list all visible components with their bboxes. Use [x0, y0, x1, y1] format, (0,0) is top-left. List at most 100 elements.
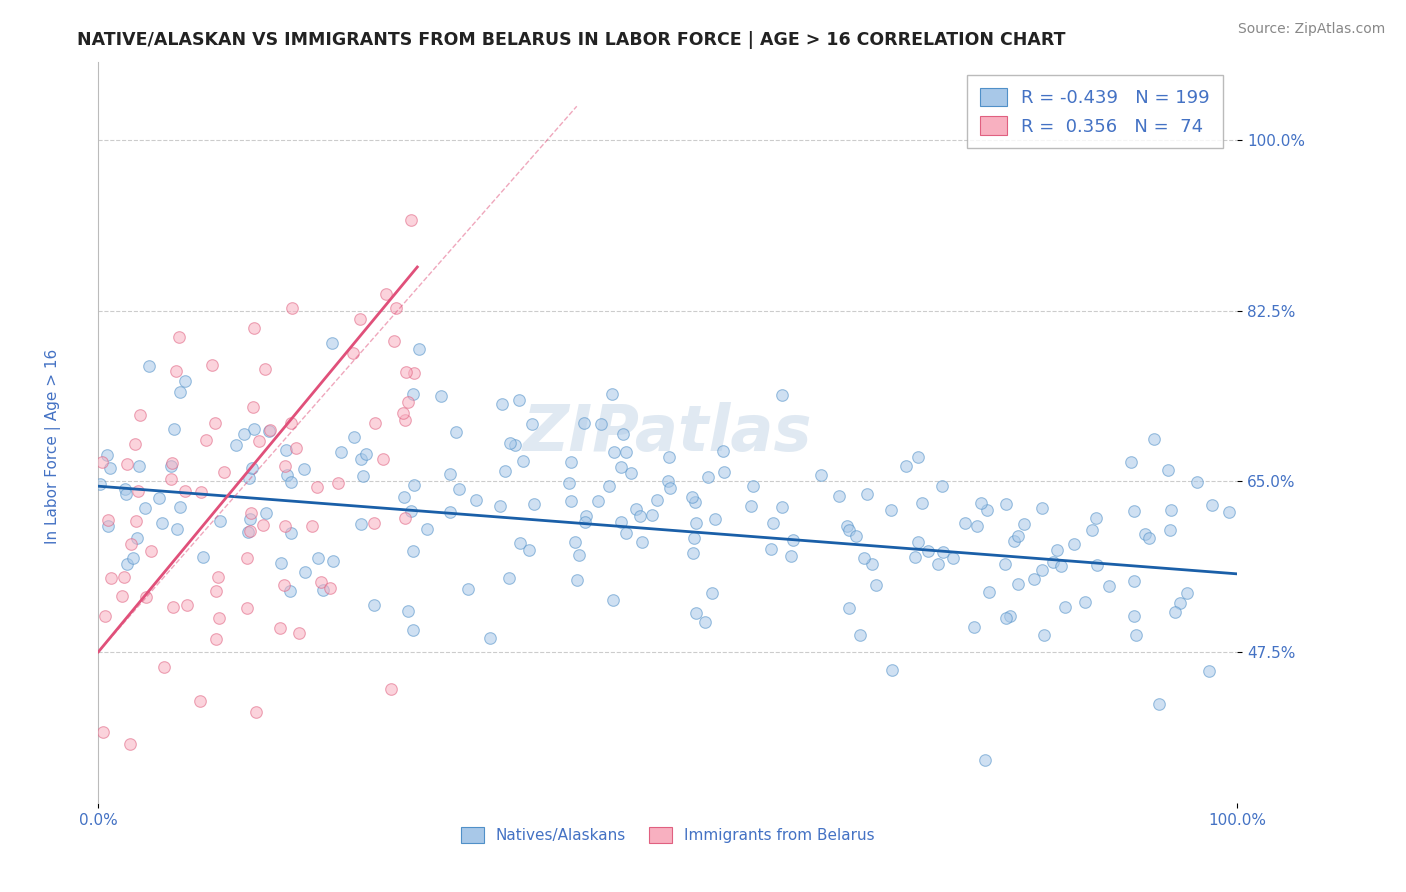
Point [284, 442, 307, 456]
Point [770, 500, 793, 514]
Point [169, 500, 191, 514]
Point [942, 551, 965, 566]
Point [838, 523, 860, 537]
Point [111, 590, 134, 604]
Point [270, 556, 292, 570]
Point [373, 452, 395, 467]
Point [1160, 503, 1182, 517]
Point [127, 484, 149, 499]
Point [152, 660, 174, 674]
Point [685, 606, 707, 620]
Point [1143, 432, 1166, 446]
Point [560, 455, 582, 469]
Point [683, 495, 706, 509]
Point [225, 438, 247, 452]
Point [205, 632, 228, 646]
Point [363, 599, 385, 613]
Point [404, 478, 426, 492]
Point [247, 434, 270, 448]
Point [312, 582, 335, 597]
Point [307, 551, 329, 566]
Point [166, 522, 188, 536]
Point [1218, 506, 1240, 520]
Point [174, 483, 197, 498]
Point [838, 601, 860, 615]
Point [1098, 579, 1121, 593]
Point [602, 593, 624, 607]
Point [240, 461, 263, 475]
Point [845, 529, 868, 543]
Point [782, 533, 804, 548]
Point [273, 578, 295, 592]
Point [148, 491, 170, 505]
Point [828, 489, 851, 503]
Point [696, 470, 718, 484]
Point [522, 417, 544, 431]
Point [134, 501, 156, 516]
Point [273, 519, 295, 533]
Point [911, 496, 934, 510]
Point [162, 599, 184, 614]
Point [396, 604, 419, 618]
Point [238, 471, 260, 485]
Point [252, 517, 274, 532]
Point [700, 586, 723, 600]
Point [160, 456, 183, 470]
Point [683, 531, 706, 545]
Point [342, 346, 364, 360]
Point [122, 550, 145, 565]
Point [498, 571, 520, 585]
Point [1201, 498, 1223, 512]
Point [162, 422, 184, 436]
Point [711, 443, 734, 458]
Point [600, 387, 623, 401]
Point [115, 558, 138, 572]
Point [125, 532, 148, 546]
Point [927, 558, 949, 572]
Point [904, 550, 927, 565]
Point [399, 504, 422, 518]
Point [641, 508, 664, 522]
Point [1007, 529, 1029, 543]
Point [94, 609, 117, 624]
Point [457, 582, 479, 596]
Point [396, 394, 419, 409]
Point [209, 514, 232, 528]
Point [100, 461, 122, 475]
Point [240, 506, 263, 520]
Point [408, 342, 430, 356]
Point [494, 463, 516, 477]
Point [770, 388, 793, 402]
Point [395, 365, 418, 379]
Point [907, 535, 929, 549]
Point [169, 330, 191, 344]
Point [517, 543, 540, 558]
Text: Source: ZipAtlas.com: Source: ZipAtlas.com [1237, 22, 1385, 37]
Point [614, 526, 637, 541]
Point [253, 361, 276, 376]
Point [762, 516, 785, 530]
Point [603, 445, 626, 459]
Point [205, 583, 228, 598]
Point [124, 436, 146, 450]
Point [294, 566, 316, 580]
Point [1081, 523, 1104, 537]
Point [214, 465, 236, 479]
Point [93, 724, 115, 739]
Point [973, 753, 995, 767]
Text: NATIVE/ALASKAN VS IMMIGRANTS FROM BELARUS IN LABOR FORCE | AGE > 16 CORRELATION : NATIVE/ALASKAN VS IMMIGRANTS FROM BELARU… [77, 31, 1066, 49]
Point [1031, 562, 1053, 576]
Point [318, 581, 340, 595]
Point [309, 574, 332, 589]
Point [195, 433, 218, 447]
Point [363, 516, 385, 530]
Point [280, 475, 302, 489]
Point [1170, 596, 1192, 610]
Point [429, 389, 451, 403]
Point [880, 663, 903, 677]
Point [1125, 628, 1147, 642]
Point [865, 578, 887, 592]
Point [269, 621, 291, 635]
Point [1137, 531, 1160, 545]
Point [1163, 605, 1185, 619]
